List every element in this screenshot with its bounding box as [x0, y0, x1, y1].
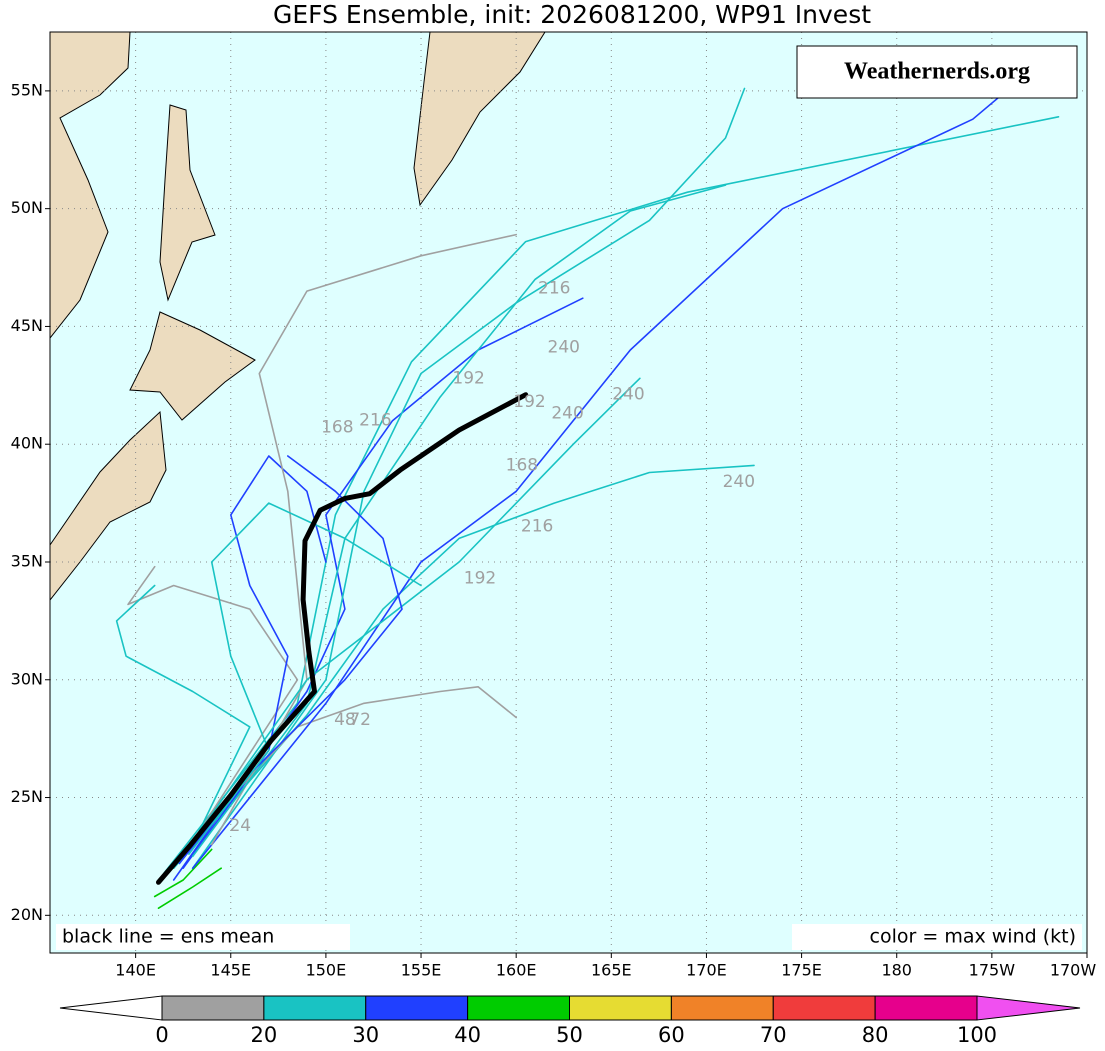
watermark-box — [796, 45, 1078, 99]
colorbar-label: 80 — [862, 1023, 889, 1047]
colorbar: 0 20 30 40 50 60 70 80 100 — [59, 995, 1081, 1047]
colorbar-label: 0 — [155, 1023, 168, 1047]
member-track — [127, 565, 299, 858]
x-tick-label: 175W — [969, 961, 1016, 980]
frame — [49, 31, 1088, 954]
y-tick-label: 30N — [11, 669, 43, 688]
land-hokkaido — [129, 311, 256, 421]
x-tick-label: 165E — [591, 961, 632, 980]
x-tick-label: 160E — [496, 961, 537, 980]
hour-label: 216 — [538, 279, 570, 299]
hour-label: 240 — [551, 404, 583, 424]
member-track — [115, 584, 251, 846]
y-tick-label: 25N — [11, 787, 43, 806]
hour-label: 240 — [723, 472, 755, 492]
ocean — [49, 31, 1088, 954]
member-track — [188, 502, 422, 855]
mean-track — [156, 392, 529, 885]
hour-label: 168 — [506, 455, 538, 475]
hour-label: 48 — [334, 710, 356, 730]
y-tick-label: 35N — [11, 551, 43, 570]
y-tick-label: 55N — [11, 80, 43, 99]
colorbar-label: 40 — [454, 1023, 481, 1047]
note-box — [792, 924, 1082, 950]
member-track — [163, 116, 1060, 874]
hour-label: 192 — [464, 568, 496, 588]
colorbar-segment — [365, 995, 469, 1021]
member-track — [191, 87, 746, 869]
colorbar-label: 20 — [251, 1023, 278, 1047]
y-tick-label: 40N — [11, 434, 43, 453]
colorbar-segment — [874, 995, 978, 1021]
hour-label: 240 — [612, 385, 644, 405]
x-tick-label: 140E — [115, 961, 156, 980]
colorbar-segment — [467, 995, 570, 1021]
note-left: black line = ens mean — [62, 926, 274, 948]
member-track — [191, 78, 1022, 869]
x-tick-label: 175E — [781, 961, 822, 980]
tracks — [115, 78, 1060, 909]
land-sakhalin — [159, 104, 216, 302]
colorbar-label: 70 — [760, 1023, 787, 1047]
x-tick-label: 170W — [1050, 961, 1097, 980]
x-tick-label: 170E — [686, 961, 727, 980]
y-tick-label: 50N — [11, 198, 43, 217]
hour-label: 192 — [513, 392, 545, 412]
note-right: color = max wind (kt) — [870, 926, 1076, 948]
member-track — [157, 867, 222, 909]
map-area — [49, 31, 1088, 954]
member-track — [172, 377, 641, 869]
x-tick-label: 150E — [306, 961, 347, 980]
hour-label: 192 — [452, 368, 484, 388]
colorbar-segment — [670, 995, 774, 1021]
colorbar-label: 100 — [957, 1023, 997, 1047]
hour-label: 216 — [359, 411, 391, 431]
x-tick-label: 145E — [210, 961, 251, 980]
y-tick-label: 45N — [11, 316, 43, 335]
note-box — [56, 924, 350, 950]
hour-label: 72 — [349, 710, 371, 730]
land-honshu — [49, 410, 167, 602]
hour-label: 216 — [521, 517, 553, 537]
x-tick-label: 180 — [881, 961, 912, 980]
watermark: Weathernerds.org — [844, 59, 1030, 85]
x-tick-label: 155E — [401, 961, 442, 980]
member-track — [153, 848, 213, 898]
hour-label: 24 — [229, 816, 251, 836]
colorbar-segment — [263, 995, 367, 1021]
colorbar-label: 60 — [658, 1023, 685, 1047]
colorbar-label: 30 — [352, 1023, 379, 1047]
colorbar-segment — [161, 995, 265, 1021]
hour-labels: 240 240 240 240 216 216 192 192 168 168 216 192 7248… — [229, 279, 755, 836]
y-tick-label: 20N — [11, 905, 43, 924]
land-asia — [49, 31, 131, 340]
colorbar-segment — [772, 995, 876, 1021]
member-track — [172, 464, 755, 869]
chart-title: GEFS Ensemble, init: 2026081200, WP91 In… — [273, 0, 871, 29]
hour-label: 168 — [321, 418, 353, 438]
hour-label: 240 — [548, 338, 580, 358]
colorbar-label: 50 — [556, 1023, 583, 1047]
member-track — [182, 455, 327, 869]
colorbar-segment — [569, 995, 672, 1021]
